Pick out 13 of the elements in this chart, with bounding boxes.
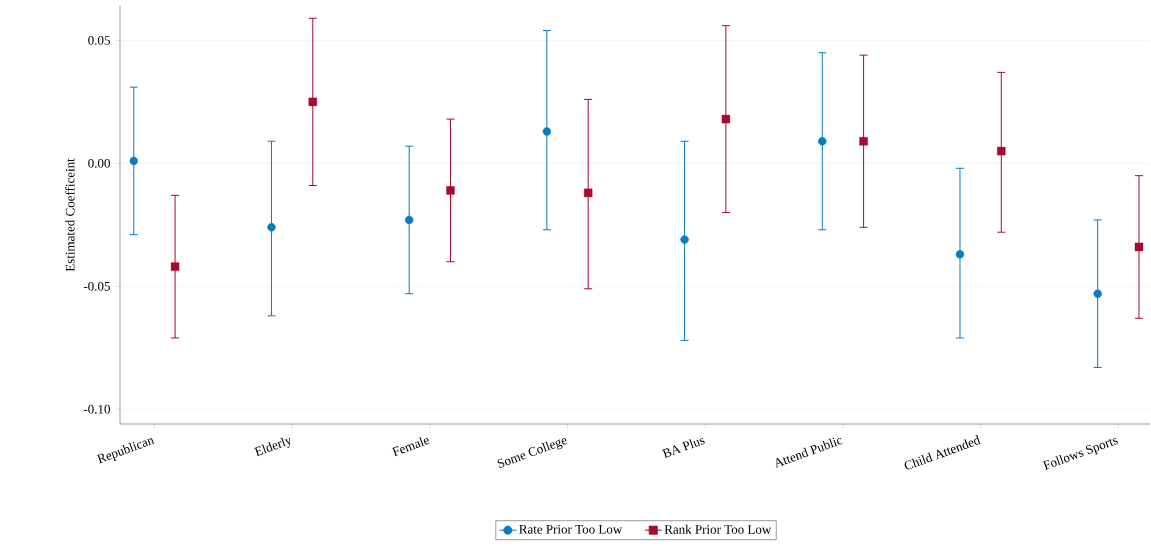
y-tick-label: 0.00 xyxy=(88,158,110,168)
x-tick-label: Female xyxy=(391,437,430,457)
x-tick-label: Elderly xyxy=(254,437,291,457)
x-tick-label: Follows Sports xyxy=(1042,438,1118,470)
y-tick-label: 0.05 xyxy=(88,36,110,45)
x-tick-label: Some College xyxy=(497,438,568,468)
legend-label: Rate Prior Too Low xyxy=(519,524,623,534)
x-tick-label: BA Plus xyxy=(661,438,705,459)
y-tick-label: -0.05 xyxy=(83,281,110,291)
y-tick-label: -0.10 xyxy=(83,404,110,414)
legend-label: Rank Prior Too Low xyxy=(664,524,772,534)
x-tick-label: Attend Public xyxy=(775,437,843,468)
y-axis-title: Estimated Coefficeint xyxy=(65,158,75,272)
